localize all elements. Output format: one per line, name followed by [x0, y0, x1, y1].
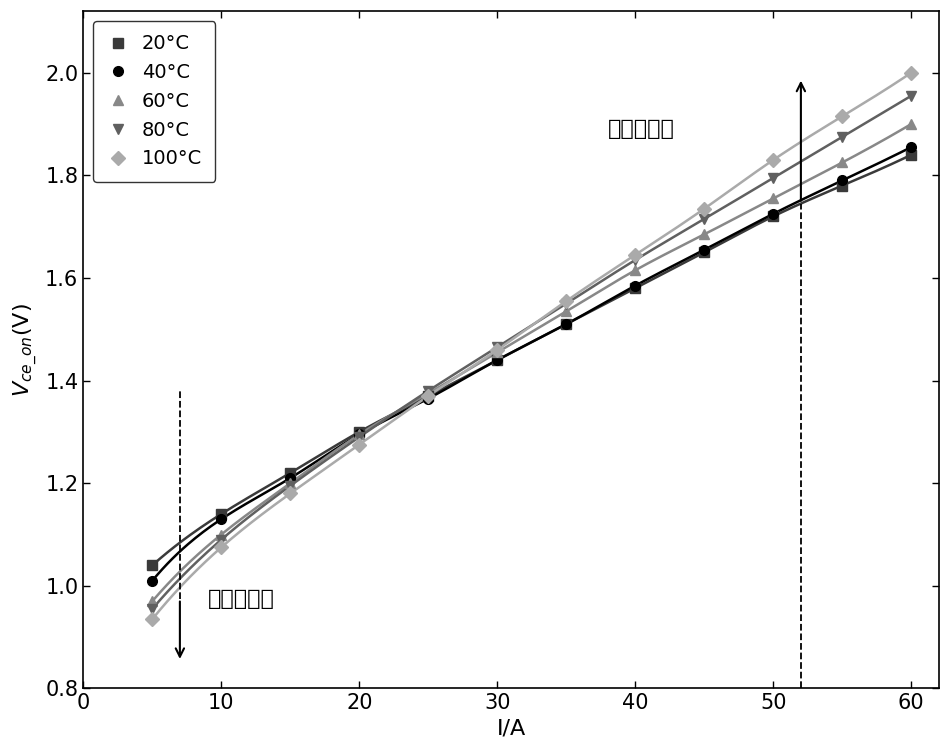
60°C — [146, 597, 158, 606]
Line: 80°C: 80°C — [147, 91, 916, 614]
80°C — [630, 256, 641, 265]
60°C — [630, 266, 641, 274]
80°C — [698, 214, 710, 223]
20°C — [285, 469, 296, 478]
80°C — [905, 92, 917, 100]
100°C — [768, 155, 779, 164]
80°C — [491, 343, 503, 352]
80°C — [768, 173, 779, 182]
100°C — [630, 251, 641, 260]
80°C — [353, 433, 365, 442]
60°C — [491, 348, 503, 357]
Line: 60°C: 60°C — [147, 119, 916, 606]
20°C — [837, 181, 848, 190]
40°C — [491, 356, 503, 364]
20°C — [353, 427, 365, 436]
20°C — [423, 392, 434, 400]
40°C — [353, 430, 365, 439]
100°C — [423, 392, 434, 400]
60°C — [905, 119, 917, 128]
80°C — [285, 482, 296, 490]
80°C — [216, 536, 227, 544]
Line: 100°C: 100°C — [147, 68, 916, 624]
20°C — [216, 509, 227, 518]
20°C — [560, 320, 572, 328]
40°C — [837, 176, 848, 185]
40°C — [560, 320, 572, 328]
20°C — [768, 211, 779, 220]
60°C — [216, 530, 227, 539]
100°C — [285, 489, 296, 498]
60°C — [837, 158, 848, 167]
40°C — [768, 209, 779, 218]
80°C — [560, 299, 572, 308]
100°C — [698, 204, 710, 213]
60°C — [698, 230, 710, 238]
20°C — [905, 150, 917, 159]
100°C — [491, 345, 503, 354]
Line: 20°C: 20°C — [147, 150, 916, 570]
80°C — [146, 604, 158, 613]
40°C — [216, 514, 227, 523]
X-axis label: I/A: I/A — [497, 719, 525, 739]
80°C — [423, 386, 434, 395]
20°C — [698, 248, 710, 256]
20°C — [146, 561, 158, 570]
100°C — [146, 615, 158, 624]
Text: 负温度系数: 负温度系数 — [207, 589, 275, 609]
Line: 40°C: 40°C — [147, 142, 916, 586]
100°C — [560, 296, 572, 305]
20°C — [630, 284, 641, 292]
40°C — [630, 281, 641, 290]
100°C — [837, 112, 848, 121]
Text: 正温度系数: 正温度系数 — [608, 119, 674, 140]
60°C — [423, 389, 434, 398]
60°C — [353, 430, 365, 439]
80°C — [837, 132, 848, 141]
100°C — [353, 440, 365, 449]
40°C — [285, 473, 296, 482]
40°C — [423, 394, 434, 403]
20°C — [491, 356, 503, 364]
100°C — [216, 543, 227, 552]
Y-axis label: $V_{ce\_on}$(V): $V_{ce\_on}$(V) — [11, 303, 40, 397]
60°C — [768, 194, 779, 203]
40°C — [905, 142, 917, 152]
40°C — [698, 245, 710, 254]
60°C — [285, 478, 296, 488]
Legend: 20°C, 40°C, 60°C, 80°C, 100°C: 20°C, 40°C, 60°C, 80°C, 100°C — [93, 21, 216, 182]
100°C — [905, 68, 917, 77]
60°C — [560, 307, 572, 316]
40°C — [146, 576, 158, 585]
